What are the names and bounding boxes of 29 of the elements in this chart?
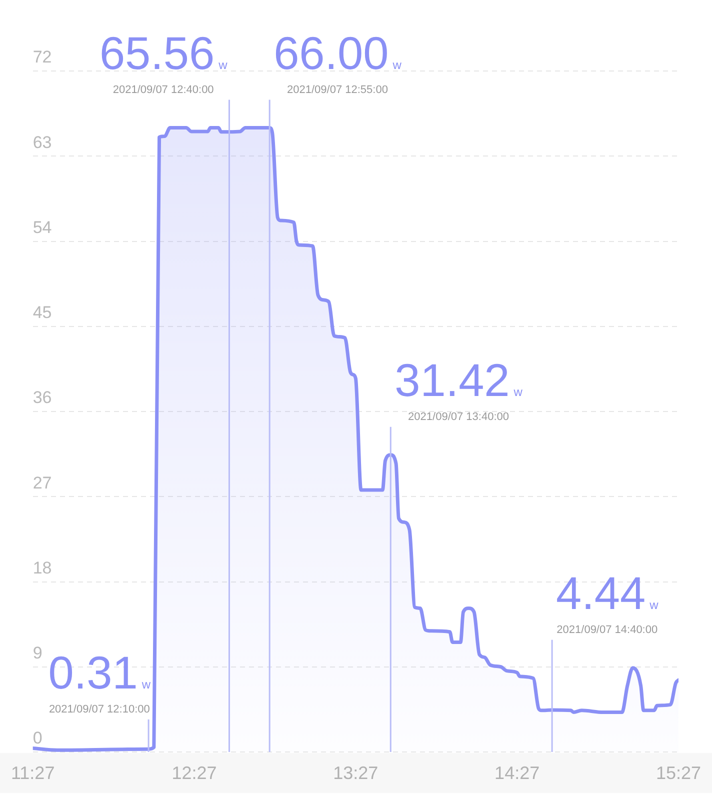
x-tick-label: 15:27: [656, 762, 701, 783]
y-tick-label: 54: [32, 218, 52, 237]
ref-line-label: 2021/09/07 13:40:00: [408, 410, 509, 423]
y-tick-label: 72: [32, 48, 52, 67]
y-tick-label: 9: [32, 644, 42, 663]
ref-line-label: 2021/09/07 12:10:00: [48, 703, 150, 716]
y-tick-label: 18: [32, 558, 52, 578]
y-tick-label: 63: [32, 132, 52, 152]
x-tick-label: 13:27: [333, 762, 378, 783]
annotation: w: [648, 598, 659, 612]
annotation: 0.31: [48, 646, 138, 698]
x-tick-label: 14:27: [494, 762, 540, 783]
y-tick-label: 45: [32, 303, 52, 322]
y-tick-label: 0: [32, 728, 42, 748]
annotation: 65.56: [99, 26, 215, 79]
annotation: w: [140, 677, 151, 692]
annotation: 4.44: [556, 566, 646, 619]
annotation: w: [392, 58, 402, 72]
x-tick-label: 12:27: [172, 762, 217, 783]
annotation: 31.42: [394, 354, 510, 406]
annotation: w: [512, 384, 523, 399]
y-tick-label: 36: [32, 388, 52, 408]
annotation: w: [218, 58, 228, 72]
x-tick-label: 11:27: [10, 762, 55, 783]
annotation: 66.00: [274, 26, 389, 79]
y-tick-label: 27: [32, 473, 52, 492]
ref-line-label: 2021/09/07 12:40:00: [112, 84, 214, 96]
ref-line-label: 2021/09/07 12:55:00: [287, 84, 388, 96]
ref-line-label: 2021/09/07 14:40:00: [556, 624, 658, 636]
